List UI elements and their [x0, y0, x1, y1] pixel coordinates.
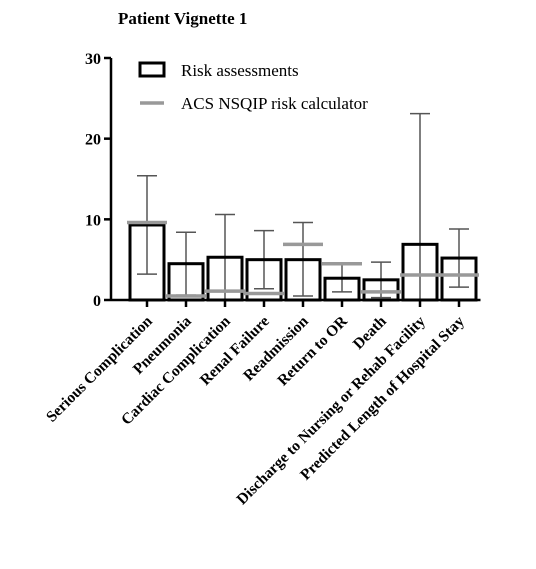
y-tick-label-20: 20 — [85, 132, 101, 149]
risk-bar — [167, 262, 205, 302]
chart-title: Patient Vignette 1 — [118, 9, 247, 28]
y-tick-label-30: 30 — [85, 51, 101, 68]
legend: Risk assessments ACS NSQIP risk calculat… — [138, 61, 368, 113]
legend-label-risk-assessments: Risk assessments — [181, 61, 299, 80]
y-tick-label-10: 10 — [85, 212, 101, 229]
risk-bar — [401, 242, 439, 302]
risk-bar — [440, 256, 478, 302]
y-tick-label-0: 0 — [93, 293, 101, 310]
risk-bar — [362, 278, 400, 302]
risk-bar — [206, 255, 244, 302]
bars-layer — [127, 112, 479, 302]
risk-bar — [245, 258, 283, 302]
legend-label-acs-nsqip: ACS NSQIP risk calculator — [181, 94, 368, 113]
risk-bar — [284, 258, 322, 302]
legend-bar-swatch — [138, 61, 166, 78]
risk-bar — [128, 223, 166, 302]
risk-bar — [323, 276, 361, 302]
